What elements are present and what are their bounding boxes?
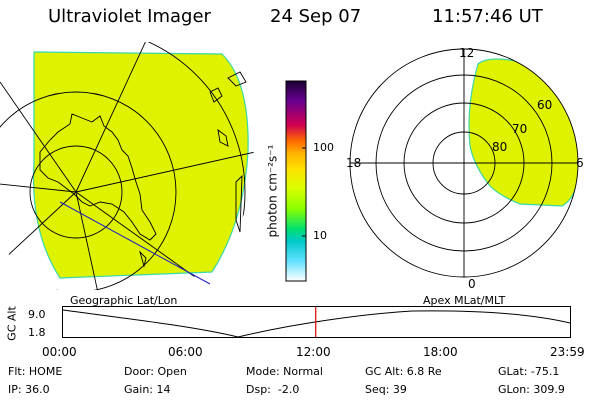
- mlt-label-0: 0: [468, 277, 476, 291]
- status-gc-alt: GC Alt: 6.8 Re: [365, 365, 442, 378]
- instrument-title: Ultraviolet Imager: [48, 6, 211, 27]
- right-panel-caption: Apex MLat/MLT: [423, 294, 506, 307]
- timeline-tick-1800: 18:00: [423, 345, 458, 359]
- polar-mlat-mlt-plot: [349, 48, 579, 278]
- mlt-label-6: 6: [576, 156, 584, 170]
- status-glon: GLon: 309.9: [498, 383, 565, 396]
- coastline: [39, 113, 157, 241]
- status-door: Door: Open: [124, 365, 187, 378]
- time-label: 11:57:46 UT: [432, 6, 543, 27]
- timeline-tick-2359: 23:59: [550, 345, 585, 359]
- status-flight: Flt: HOME: [8, 365, 63, 378]
- altitude-curve: [62, 309, 571, 338]
- status-ip: IP: 36.0: [8, 383, 50, 396]
- lat-circle: [0, 91, 177, 290]
- colorbar-unit-label: photon cm⁻²s⁻¹: [265, 144, 280, 238]
- colorbar-tick-10: 10: [313, 229, 327, 242]
- lat-circle: [0, 42, 246, 290]
- mlt-label-12: 12: [459, 46, 475, 60]
- mlat-label-60: 60: [537, 98, 553, 112]
- timeline-frame: [62, 306, 571, 338]
- status-seq: Seq: 39: [365, 383, 407, 396]
- timeline-ymax: 9.0: [28, 308, 46, 321]
- timeline-tick-1200: 12:00: [296, 345, 331, 359]
- left-panel-caption: Geographic Lat/Lon: [70, 294, 178, 307]
- color-scale-bar: [285, 80, 307, 282]
- mlat-label-70: 70: [512, 122, 528, 136]
- lat-circle: [29, 145, 123, 239]
- status-dsp: Dsp: -2.0: [246, 383, 300, 396]
- mlat-label-80: 80: [492, 140, 508, 154]
- aurora-emission: [32, 51, 249, 279]
- timeline-tick-0000: 00:00: [42, 345, 77, 359]
- status-glat: GLat: -75.1: [498, 365, 560, 378]
- timeline-ylabel: GC Alt: [5, 306, 19, 341]
- timeline-ymin: 1.8: [28, 326, 46, 339]
- timeline-tick-0600: 06:00: [168, 345, 203, 359]
- colorbar-tick-100: 100: [313, 141, 334, 154]
- date-label: 24 Sep 07: [270, 6, 362, 27]
- status-gain: Gain: 14: [124, 383, 171, 396]
- geographic-image: [0, 42, 254, 290]
- status-mode: Mode: Normal: [246, 365, 323, 378]
- mlt-label-18: 18: [346, 156, 362, 170]
- altitude-timeline-plot: [62, 306, 571, 338]
